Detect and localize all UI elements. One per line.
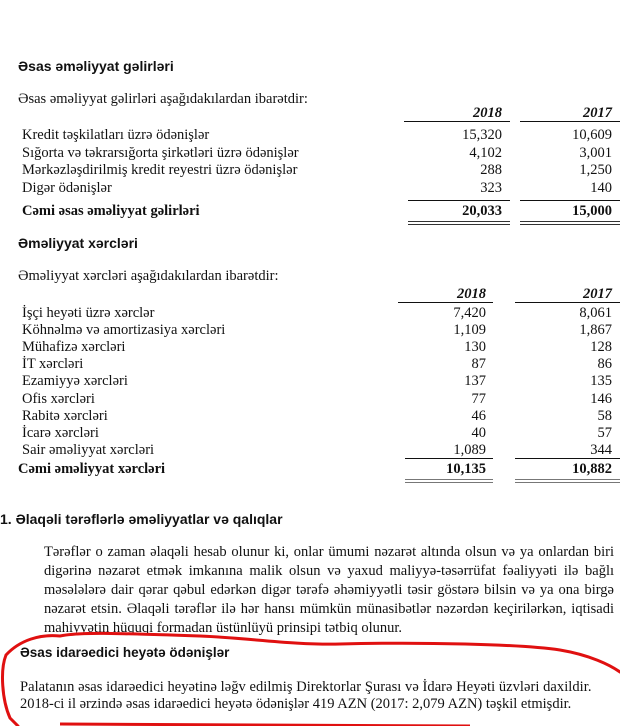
expenses-heading: Əməliyyat xərcləri xyxy=(18,235,138,251)
row-label: Ezamiyyə xərcləri xyxy=(22,373,128,390)
income-total-2017: 15,000 xyxy=(572,203,612,219)
related-paragraph: Tərəflər o zaman əlaqəli hesab olunur ki… xyxy=(44,544,614,636)
row-value-2017: 1,867 xyxy=(579,322,612,339)
expenses-total-2017: 10,882 xyxy=(572,461,612,477)
row-value-2018: 130 xyxy=(464,339,486,356)
row-label: Ofis xərcləri xyxy=(22,390,95,407)
income-col-2017: 2017 xyxy=(583,105,612,121)
row-value-2018: 1,109 xyxy=(453,322,486,339)
row-label: İT xərcləri xyxy=(22,356,84,373)
row-value-2018: 323 xyxy=(480,179,502,196)
row-value-2018: 87 xyxy=(471,356,487,373)
row-label: İşçi heyəti üzrə xərclər xyxy=(22,305,155,321)
row-value-2017: 57 xyxy=(597,424,613,441)
divider xyxy=(520,121,620,122)
expenses-total-2018: 10,135 xyxy=(446,461,486,477)
row-label: Sığorta və təkrarsığorta şirkətləri üzrə… xyxy=(22,144,299,161)
row-label: Köhnəlmə və amortizasiya xərcləri xyxy=(22,322,226,339)
divider xyxy=(398,302,493,303)
income-total-label: Cəmi əsas əməliyyat gəlirləri xyxy=(22,203,200,219)
row-label: İcarə xərcləri xyxy=(22,424,99,441)
compensation-line-2: 2018-ci il ərzində əsas idarəedici heyət… xyxy=(20,696,572,712)
divider xyxy=(404,121,510,122)
row-value-2017: 140 xyxy=(590,179,612,196)
divider xyxy=(405,458,493,459)
double-underline xyxy=(515,479,620,483)
double-underline xyxy=(520,221,620,225)
divider xyxy=(515,458,620,459)
double-underline xyxy=(408,221,510,225)
row-value-2017: 135 xyxy=(590,373,612,390)
row-label: Rabitə xərcləri xyxy=(22,407,108,424)
expenses-intro: Əməliyyat xərcləri aşağıdakılardan ibarə… xyxy=(18,268,279,284)
row-value-2017: 3,001 xyxy=(579,144,612,161)
row-value-2018: 4,102 xyxy=(469,144,502,161)
row-label: Kredit təşkilatları üzrə ödənişlər xyxy=(22,127,210,143)
divider xyxy=(515,302,620,303)
row-value-2018: 137 xyxy=(464,373,486,390)
income-col-2018: 2018 xyxy=(473,105,502,121)
row-value-2017: 58 xyxy=(597,407,613,424)
income-total-2018: 20,033 xyxy=(462,203,502,219)
row-label: Mühafizə xərcləri xyxy=(22,339,126,356)
row-value-2018: 1,089 xyxy=(453,441,486,458)
related-heading: 1. Əlaqəli tərəflərlə əməliyyatlar və qa… xyxy=(0,511,283,527)
divider xyxy=(520,200,620,201)
row-value-2017: 86 xyxy=(597,356,613,373)
compensation-heading: Əsas idarəedici heyətə ödənişlər xyxy=(20,645,230,660)
row-value-2017: 146 xyxy=(590,390,612,407)
row-value-2018: 46 xyxy=(471,407,487,424)
row-value-2017: 1,250 xyxy=(579,162,612,178)
row-label: Digər ödənişlər xyxy=(22,179,112,196)
expenses-total-label: Cəmi əməliyyat xərcləri xyxy=(18,461,166,477)
income-heading: Əsas əməliyyat gəlirləri xyxy=(18,58,174,74)
row-label: Mərkəzləşdirilmiş kredit reyestri üzrə ö… xyxy=(22,162,298,178)
row-value-2018: 15,320 xyxy=(462,127,502,143)
row-value-2018: 77 xyxy=(471,390,487,407)
expenses-col-2018: 2018 xyxy=(457,286,486,302)
divider xyxy=(408,200,510,201)
row-value-2017: 344 xyxy=(590,441,612,458)
row-value-2017: 128 xyxy=(590,339,612,356)
row-value-2018: 288 xyxy=(480,162,502,178)
row-value-2018: 40 xyxy=(471,424,487,441)
compensation-line-1: Palatanın əsas idarəedici heyətinə ləğv … xyxy=(20,679,592,695)
expenses-col-2017: 2017 xyxy=(583,286,612,302)
double-underline xyxy=(405,479,493,483)
row-label: Sair əməliyyat xərcləri xyxy=(22,441,155,458)
row-value-2017: 8,061 xyxy=(579,305,612,321)
income-intro: Əsas əməliyyat gəlirləri aşağıdakılardan… xyxy=(18,91,308,107)
row-value-2018: 7,420 xyxy=(453,305,486,321)
row-value-2017: 10,609 xyxy=(572,127,612,143)
